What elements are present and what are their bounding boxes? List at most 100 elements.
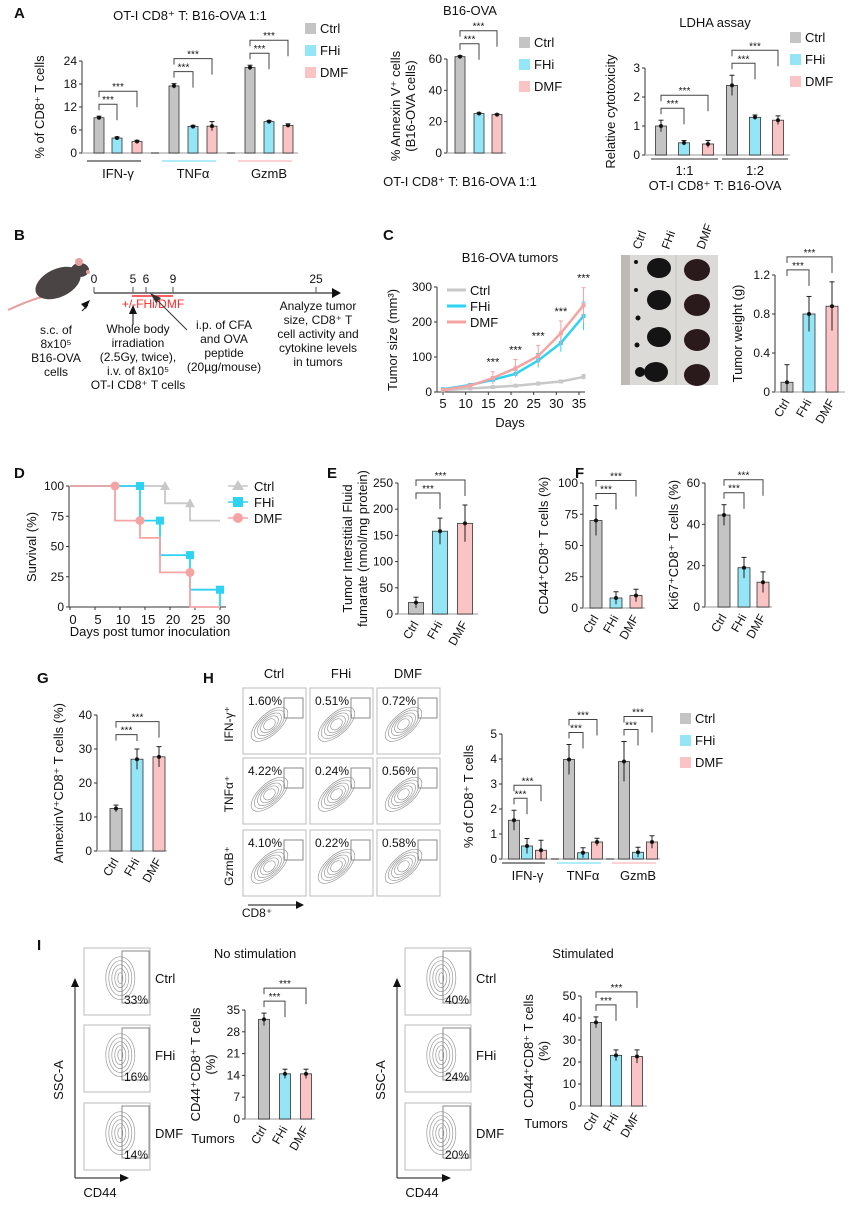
data-point — [191, 124, 195, 129]
flow-plot: 0.24% — [309, 757, 374, 825]
legend-swatch-ctrl — [519, 37, 530, 48]
significance-bracket — [660, 94, 709, 112]
x-tick-label: 20 — [504, 396, 518, 411]
timeline-tick-5: 5 — [130, 272, 137, 286]
data-point — [283, 1071, 287, 1076]
bar-dmf — [631, 1056, 643, 1107]
data-point — [807, 312, 811, 316]
x-tick-label: Ctrl — [100, 856, 121, 879]
photo-label-fhi: FHi — [659, 229, 679, 251]
y-tick-label: 20 — [429, 115, 443, 129]
data-point — [495, 112, 499, 117]
data-point — [753, 115, 757, 120]
gate-percent: 16% — [124, 1070, 148, 1084]
data-point — [513, 366, 518, 371]
significance-bracket — [513, 784, 542, 802]
tumor-ctrl — [634, 260, 638, 264]
y-tick-label: 30 — [563, 1033, 577, 1047]
step-analyze-line: cytokine levels — [279, 341, 357, 355]
y-tick-label: 0 — [763, 385, 770, 399]
data-point — [172, 83, 176, 88]
significance-bracket — [249, 39, 289, 57]
y-tick-label: 2 — [633, 90, 640, 104]
bar-ctrl — [454, 56, 466, 154]
contour — [260, 785, 279, 804]
contour — [394, 785, 413, 804]
significance-bracket — [595, 991, 638, 1008]
y-tick-label: 100 — [373, 555, 393, 569]
y-tick-label: 100 — [44, 479, 64, 493]
y-tick-label: 1 — [490, 827, 497, 841]
y-tick-label: 4 — [490, 752, 497, 766]
data-point — [441, 387, 445, 392]
data-point — [512, 818, 516, 823]
significance-label: *** — [554, 306, 568, 318]
significance-label: *** — [749, 41, 761, 52]
y-axis-label: (%) — [203, 1054, 218, 1074]
contour — [117, 1049, 124, 1061]
legend-swatch-ctrl — [680, 713, 691, 724]
y-tick-label: 1.2 — [753, 268, 770, 282]
y-tick-label: 0 — [633, 148, 640, 162]
y-tick-label: 6 — [70, 123, 77, 137]
significance-label: *** — [577, 273, 591, 285]
gate — [350, 767, 371, 789]
contour — [317, 776, 356, 812]
y-tick-label: 0 — [569, 1099, 576, 1113]
step-irradiation-line: i.v. of 8x10⁵ — [107, 364, 169, 378]
data-point — [761, 580, 765, 585]
significance-label: *** — [632, 708, 644, 719]
data-point — [594, 1020, 598, 1025]
significance-label: *** — [486, 357, 500, 369]
contour — [260, 715, 279, 734]
flow-row-label: FHi — [155, 1048, 175, 1063]
x-tick-label: 15 — [481, 396, 495, 411]
step-analyze-line: size, CD8⁺ T — [284, 313, 353, 327]
tumor-dmf — [684, 294, 710, 316]
chart-g1: 0 10 20 30 40 AnnexinV⁺CD8⁺ T cells (%) Ctrl FH… — [51, 703, 167, 885]
censor-marker — [110, 481, 120, 491]
censor-marker — [160, 481, 170, 490]
flow-row-label: FHi — [476, 1048, 496, 1063]
contour — [435, 1123, 448, 1143]
significance-bracket — [115, 734, 138, 741]
contour — [426, 1111, 457, 1155]
gate-percent: 14% — [124, 1148, 148, 1162]
data-point — [438, 529, 442, 534]
gate — [283, 767, 304, 789]
contour — [250, 776, 289, 812]
data-point — [539, 848, 543, 853]
chart-e1: 0 50 100 150 200 250 Tumor Interstitial Fluid f… — [340, 470, 478, 648]
y-axis-label: AnnexinV⁺CD8⁺ T cells (%) — [51, 703, 66, 863]
flow-plot: 33% — [83, 947, 151, 1016]
contour — [327, 785, 346, 804]
step-ip-line: and OVA — [200, 332, 248, 346]
contour — [324, 782, 349, 806]
tumor-ctrl — [635, 315, 641, 321]
data-point — [114, 806, 118, 811]
y-tick-label: 0 — [571, 601, 578, 615]
gate-percent: 0.72% — [382, 694, 416, 708]
y-axis-label: Tumor weight (g) — [730, 285, 745, 383]
y-tick-label: 40 — [687, 517, 701, 531]
significance-label: *** — [679, 86, 691, 97]
y-tick-label: 20 — [79, 776, 93, 790]
data-point — [742, 565, 746, 570]
flow-row-label: Ctrl — [155, 971, 175, 986]
gate-percent: 33% — [124, 993, 148, 1007]
contour — [320, 851, 352, 881]
significance-label: *** — [112, 82, 124, 93]
gate-percent: 1.60% — [248, 694, 282, 708]
panel-label-c: C — [383, 227, 394, 244]
bar-dmf — [772, 119, 784, 156]
contour — [263, 788, 276, 801]
censor-marker — [216, 585, 224, 594]
gate-percent: 20% — [445, 1148, 469, 1162]
data-point — [567, 757, 571, 762]
contour — [327, 715, 346, 734]
x-tick-label: 35 — [572, 396, 586, 411]
step-irradiation-line: (2.5Gy, twice), — [100, 350, 176, 364]
significance-bracket — [513, 797, 528, 815]
